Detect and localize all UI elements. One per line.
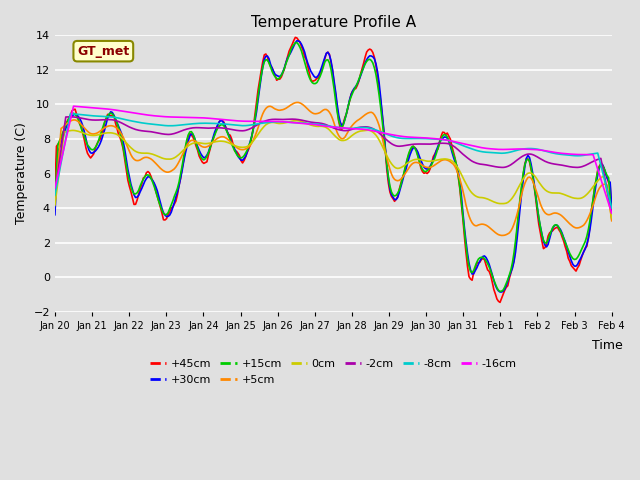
Y-axis label: Temperature (C): Temperature (C) — [15, 122, 28, 225]
Title: Temperature Profile A: Temperature Profile A — [251, 15, 416, 30]
Text: GT_met: GT_met — [77, 45, 129, 58]
Legend: +45cm, +30cm, +15cm, +5cm, 0cm, -2cm, -8cm, -16cm: +45cm, +30cm, +15cm, +5cm, 0cm, -2cm, -8… — [145, 355, 522, 389]
X-axis label: Time: Time — [592, 339, 623, 352]
